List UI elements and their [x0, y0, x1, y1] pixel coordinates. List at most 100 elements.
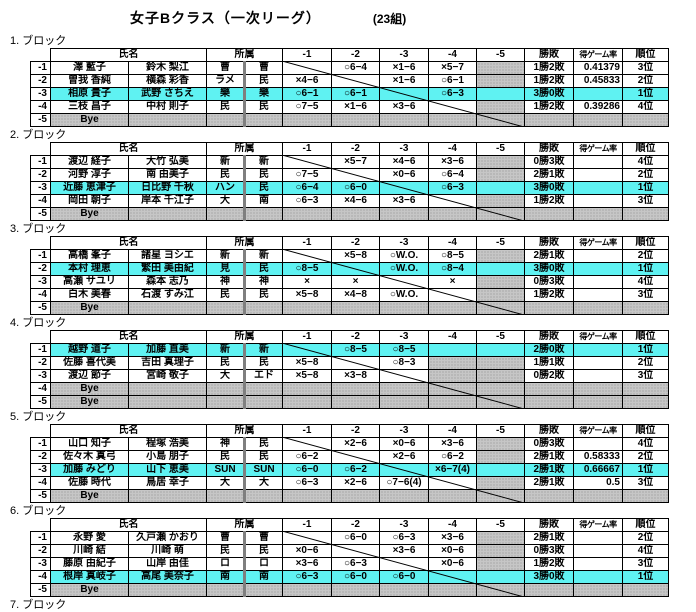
match-result: ×5−8 — [282, 288, 332, 302]
rate — [573, 437, 623, 451]
rank: 4位 — [622, 155, 669, 169]
match-result: ○6−0 — [379, 570, 429, 584]
player-row: -3 藤原 由紀子 山岸 由佳ロロ ×3−6 ○6−3 ×0−6 1勝2敗 3位 — [30, 557, 669, 571]
player-name: 越野 道子 — [50, 343, 129, 357]
player-name: 山下 恵美 — [128, 463, 207, 477]
league-table: 氏名 所属 -1 -2 -3 -4 -5 勝敗 得ゲーム率 順位 -1 渡辺 経子 大竹 弘美新新 ×5−… — [30, 142, 669, 221]
col-header-affiliation: 所属 — [206, 142, 283, 156]
affiliation: 南 — [243, 570, 283, 584]
rate — [573, 369, 623, 383]
affiliation: 民 — [206, 356, 245, 370]
match-result — [428, 382, 477, 396]
match-result — [379, 557, 429, 571]
col-header-match-5: -5 — [476, 142, 525, 156]
player-row: -3 高瀬 サユリ 森本 志乃神神 × × × 0勝3敗 4位 — [30, 275, 669, 289]
col-header-match-1: -1 — [282, 424, 332, 438]
col-header-name: 氏名 — [50, 236, 207, 250]
affiliation: 曹 — [206, 61, 245, 75]
row-label: -1 — [30, 343, 51, 357]
rank: 1位 — [622, 181, 669, 195]
rate: 0.39286 — [573, 100, 623, 114]
player-name: 南 由美子 — [128, 168, 207, 182]
player-row: -3 加藤 みどり 山下 恵美 SUN SUN ○6−0 ○6−2 ×6−7(4) 2勝1敗 0.… — [30, 463, 669, 477]
col-header-match-2: -2 — [331, 48, 380, 62]
player-name: 岡田 朝子 — [50, 194, 129, 208]
match-result — [476, 155, 525, 169]
affiliation: 民 — [243, 450, 283, 464]
record: 1勝2敗 — [524, 61, 574, 75]
record: 0勝3敗 — [524, 437, 574, 451]
player-name: 藤原 由紀子 — [50, 557, 129, 571]
affiliation: 民 — [243, 356, 283, 370]
affiliation: SUN — [243, 463, 283, 477]
record: 2勝1敗 — [524, 463, 574, 477]
rate — [573, 356, 623, 370]
row-label: -1 — [30, 61, 51, 75]
record — [524, 583, 574, 597]
player-row: -1 越野 道子 加藤 直美新新 ○8−5 ○8−5 2勝0敗 1位 — [30, 343, 669, 357]
match-result: ×3−6 — [379, 194, 429, 208]
player-name: 澤 藍子 — [50, 61, 129, 75]
bye-cell: Bye — [50, 583, 129, 597]
affiliation — [243, 207, 283, 221]
row-label: -2 — [30, 168, 51, 182]
player-name: 山岸 由佳 — [128, 557, 207, 571]
bye-row: -5 Bye — [30, 489, 669, 503]
player-name: 加藤 直美 — [128, 343, 207, 357]
rate — [573, 87, 623, 101]
player-name: 川崎 結 — [50, 544, 129, 558]
match-result: ○6−3 — [282, 194, 332, 208]
match-result — [282, 61, 332, 75]
player-name: 佐々木 真弓 — [50, 450, 129, 464]
match-result: ○8−3 — [379, 356, 429, 370]
record — [524, 301, 574, 315]
match-result — [379, 301, 429, 315]
record: 2勝0敗 — [524, 343, 574, 357]
match-result — [428, 207, 477, 221]
col-header-match-2: -2 — [331, 330, 380, 344]
match-result: ○8−5 — [282, 262, 332, 276]
match-result: ○6−3 — [379, 531, 429, 545]
record: 1勝2敗 — [524, 100, 574, 114]
match-result — [476, 395, 525, 409]
record: 0勝3敗 — [524, 155, 574, 169]
match-result: ×2−6 — [331, 476, 380, 490]
col-header-match-5: -5 — [476, 48, 525, 62]
col-header-match-3: -3 — [379, 518, 429, 532]
match-result — [428, 489, 477, 503]
affiliation — [206, 301, 245, 315]
match-result: ○6−4 — [282, 181, 332, 195]
match-result — [476, 301, 525, 315]
col-header-rate: 得ゲーム率 — [573, 236, 623, 250]
row-label: -2 — [30, 450, 51, 464]
affiliation: 民 — [206, 288, 245, 302]
col-header-rate: 得ゲーム率 — [573, 48, 623, 62]
player-name: 鈴木 梨江 — [128, 61, 207, 75]
match-result: ×5−8 — [282, 369, 332, 383]
match-result: ○6−1 — [282, 87, 332, 101]
row-label: -5 — [30, 583, 51, 597]
match-result: ×1−6 — [379, 74, 429, 88]
row-label: -3 — [30, 463, 51, 477]
player-row: -1 高橋 峯子 諸星 ヨシエ新新 ×5−8 ○W.O. ○8−5 2勝1敗 2位 — [30, 249, 669, 263]
rate — [573, 262, 623, 276]
rank: 4位 — [622, 437, 669, 451]
col-header-record: 勝敗 — [524, 142, 574, 156]
record — [524, 207, 574, 221]
match-result — [476, 194, 525, 208]
match-result: ○7−5 — [282, 168, 332, 182]
match-result — [282, 382, 332, 396]
group-count: (23組) — [372, 12, 407, 26]
player-name: 大竹 弘美 — [128, 155, 207, 169]
match-result — [476, 275, 525, 289]
rank: 1位 — [622, 343, 669, 357]
match-result — [476, 343, 525, 357]
league-table-wrap: 氏名 所属 -1 -2 -3 -4 -5 勝敗 得ゲーム率 順位 -1 永野 愛久戸瀬 かおり曹曹 ○6… — [30, 518, 669, 597]
player-name — [128, 301, 207, 315]
rank — [622, 207, 669, 221]
affiliation: 神 — [243, 275, 283, 289]
col-header-match-2: -2 — [331, 518, 380, 532]
match-result: ×1−6 — [331, 100, 380, 114]
match-result — [331, 395, 380, 409]
affiliation — [243, 583, 283, 597]
